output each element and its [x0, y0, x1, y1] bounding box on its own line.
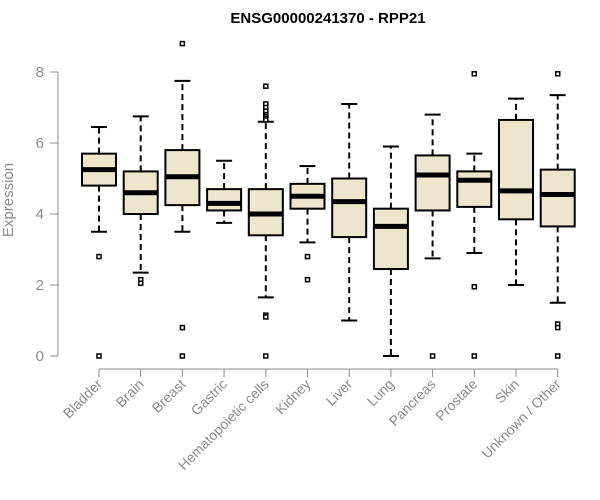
box-group — [331, 102, 368, 322]
y-axis: 0 2 4 6 8 — [36, 64, 59, 365]
y-tick-label: 8 — [36, 64, 44, 81]
box-group — [164, 40, 201, 359]
outlier-point — [304, 253, 311, 260]
box-rect — [498, 118, 534, 221]
outlier-point — [96, 253, 102, 260]
boxes — [81, 40, 576, 359]
outlier-point — [554, 71, 561, 77]
box-group — [456, 71, 493, 359]
x-tick-label: Prostate — [432, 376, 480, 424]
outlier-point — [263, 314, 269, 320]
box-rect — [331, 177, 368, 239]
box-group — [498, 97, 534, 286]
box-group — [289, 165, 326, 283]
x-tick-label: Lung — [364, 376, 397, 409]
outlier-point — [137, 280, 144, 286]
outlier-point — [554, 324, 561, 331]
x-tick-label: Kidney — [272, 376, 314, 418]
box-group — [206, 159, 243, 224]
outlier-point — [263, 83, 269, 89]
outlier-point — [471, 71, 478, 77]
y-tick-label: 4 — [36, 206, 44, 223]
outlier-point — [471, 353, 478, 359]
box-group — [372, 145, 409, 357]
x-tick-label: Bladder — [60, 376, 106, 422]
outlier-point — [179, 324, 186, 331]
box-rect — [456, 170, 493, 208]
y-axis-label: Expression — [0, 163, 17, 237]
chart-title: ENSG00000241370 - RPP21 — [230, 10, 425, 27]
outlier-point — [179, 40, 186, 47]
x-tick-label: Breast — [149, 376, 189, 416]
outlier-point — [179, 353, 186, 359]
outlier-point — [263, 353, 269, 359]
outlier-point — [263, 117, 269, 123]
outlier-point — [471, 284, 478, 290]
box-group — [81, 126, 117, 359]
outlier-point — [429, 353, 436, 359]
box-group — [414, 113, 451, 359]
box-group — [122, 115, 159, 286]
x-tick-label: Brain — [112, 376, 146, 410]
outlier-point — [554, 353, 561, 359]
y-tick-label: 2 — [36, 277, 44, 294]
box-group — [539, 71, 576, 359]
box-group — [247, 83, 284, 359]
outlier-point — [304, 276, 311, 283]
box-rect — [372, 207, 409, 271]
y-tick-label: 6 — [36, 135, 44, 152]
box-rect — [414, 154, 451, 212]
outlier-point — [96, 353, 102, 359]
x-tick-label: Liver — [323, 376, 356, 409]
box-rect — [206, 188, 243, 212]
box-rect — [539, 168, 576, 228]
x-tick-label: Skin — [492, 376, 523, 407]
y-tick-label: 0 — [36, 348, 44, 365]
x-tick-label: Unknown / Other — [478, 376, 564, 462]
